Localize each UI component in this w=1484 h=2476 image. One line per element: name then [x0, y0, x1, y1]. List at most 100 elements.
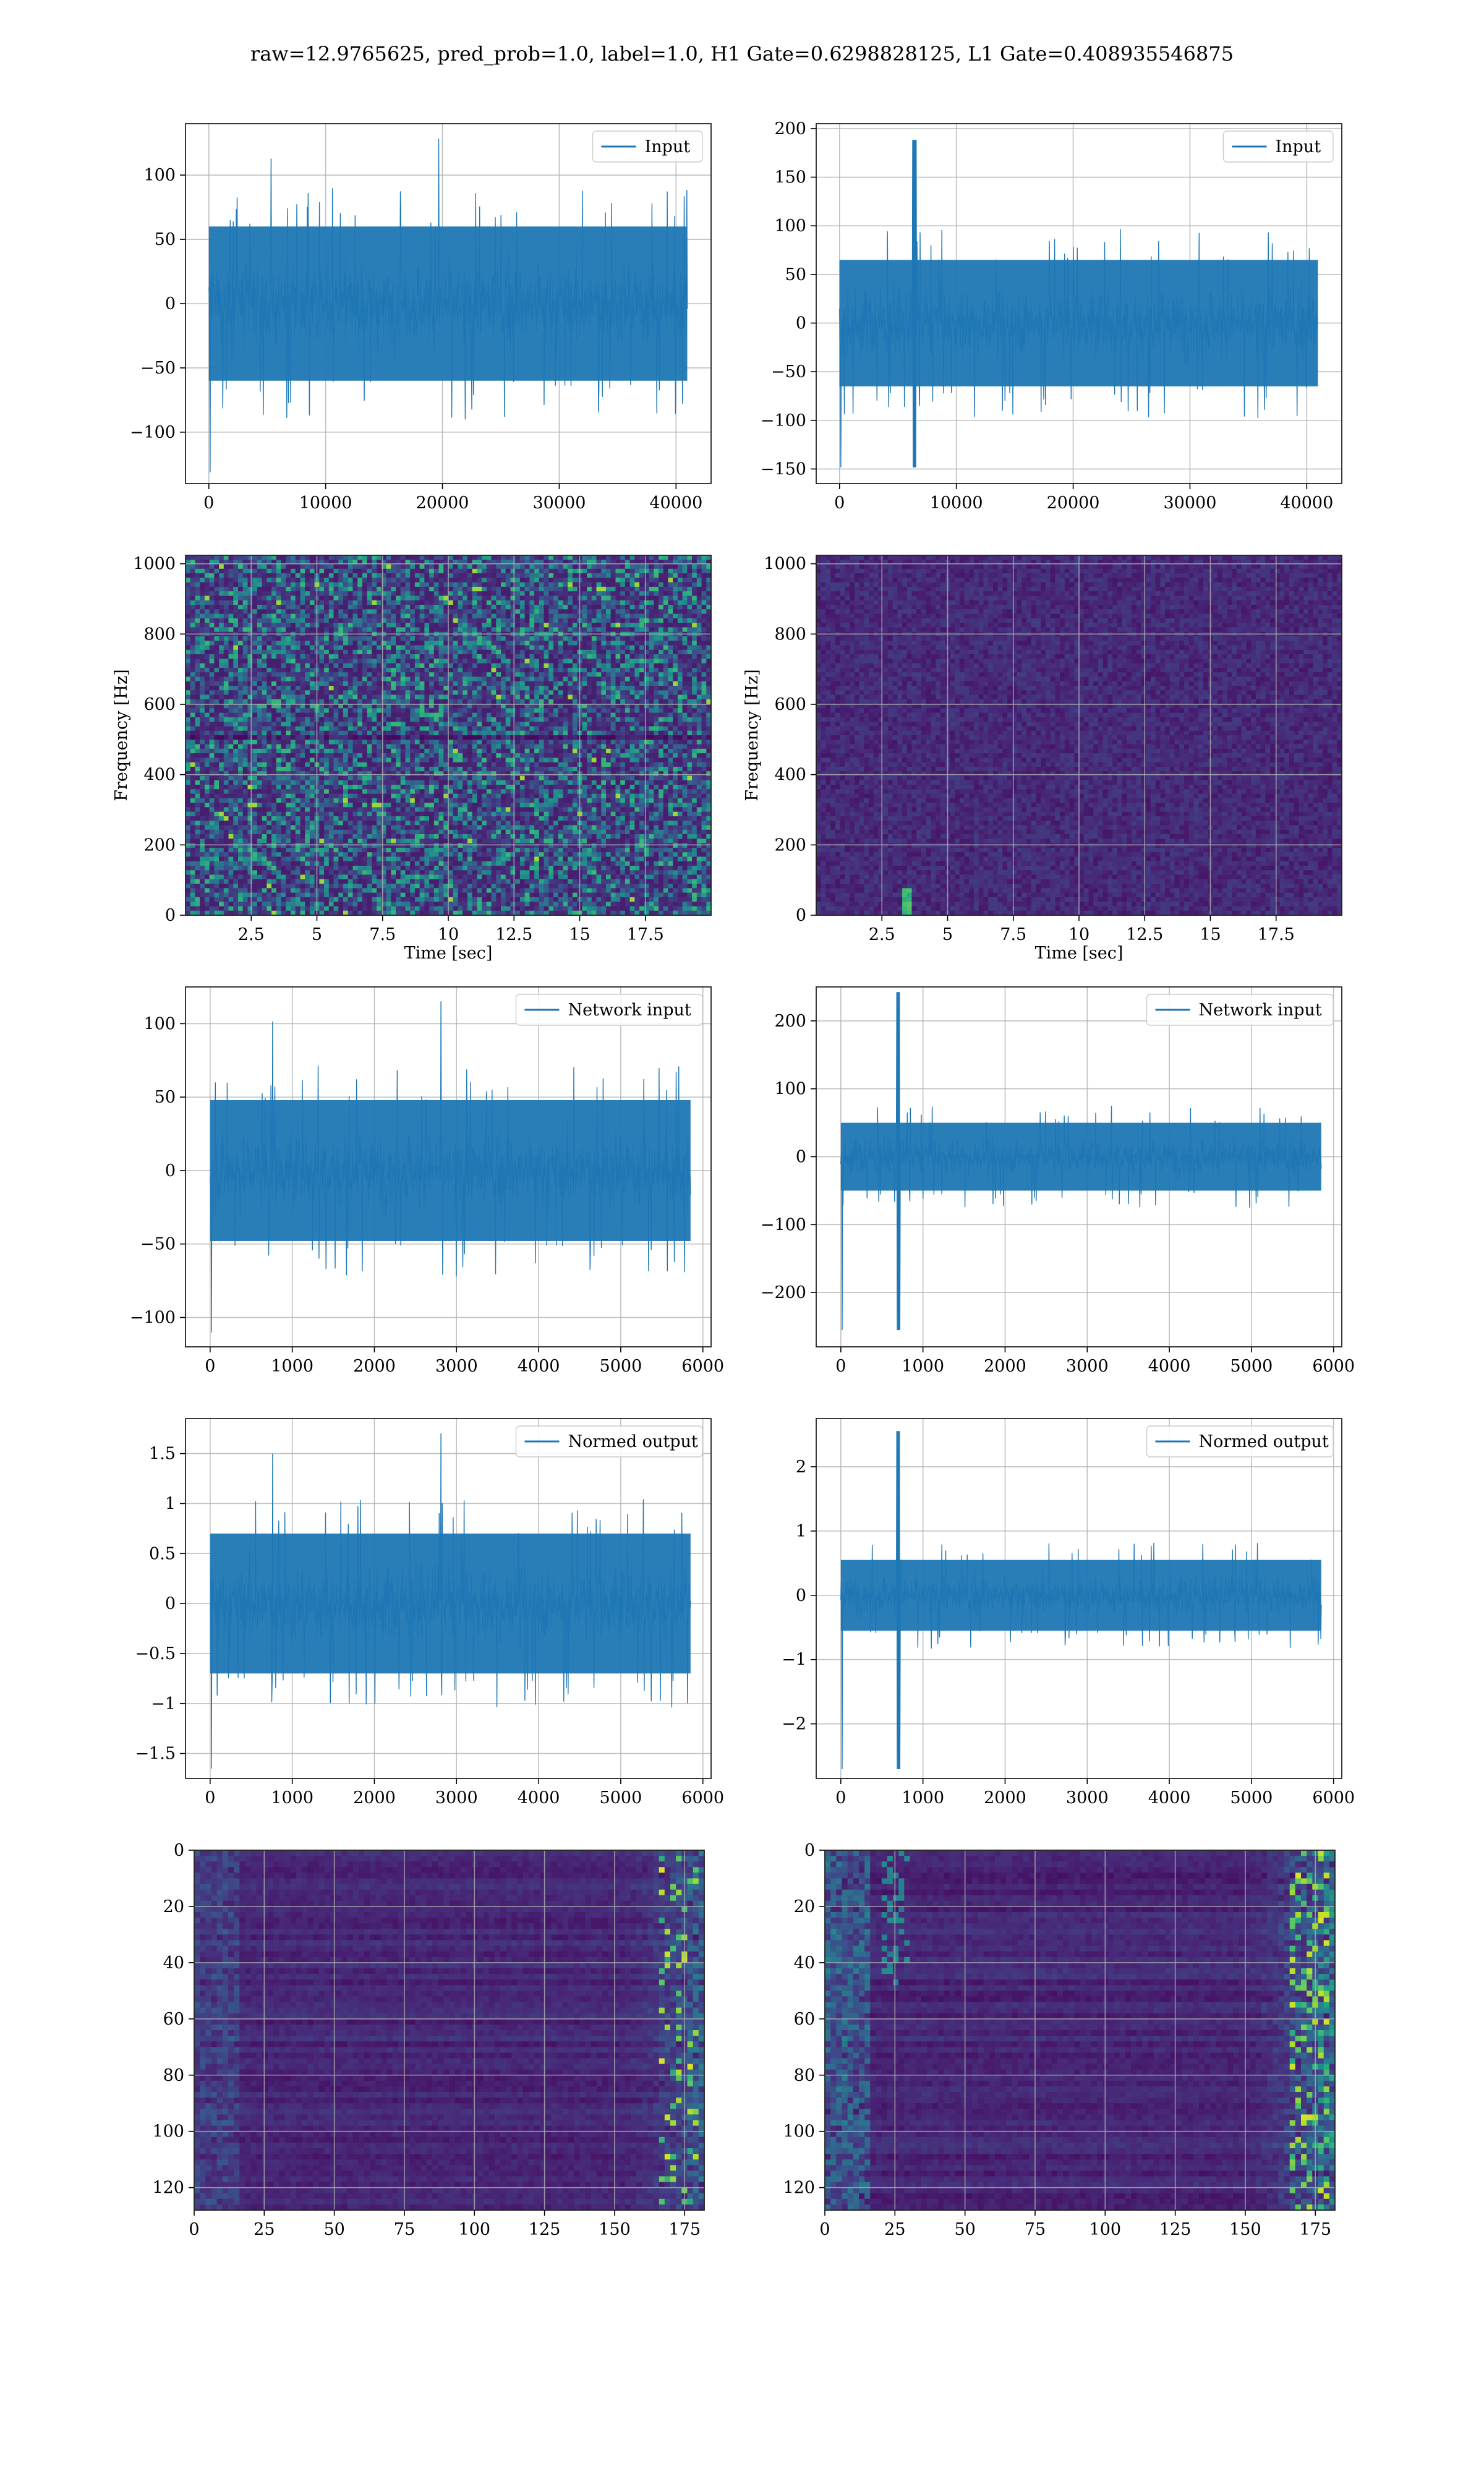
heatmap-cell	[539, 609, 544, 614]
heatmap-cell	[233, 565, 238, 570]
heatmap-cell	[214, 583, 219, 587]
heatmap-cell	[406, 614, 411, 619]
heatmap-cell	[343, 722, 348, 727]
heatmap-cell	[391, 699, 396, 704]
heatmap-cell	[702, 565, 707, 570]
heatmap-cell	[582, 713, 587, 718]
heatmap-cell	[410, 578, 415, 583]
heatmap-cell	[501, 659, 506, 664]
heatmap-cell	[420, 578, 425, 583]
heatmap-cell	[687, 591, 692, 596]
heatmap-cell	[558, 605, 563, 610]
heatmap-cell	[639, 686, 644, 691]
heatmap-cell	[601, 668, 606, 673]
heatmap-cell	[186, 677, 190, 681]
heatmap-cell	[463, 609, 467, 614]
heatmap-cell	[267, 609, 271, 614]
heatmap-cell	[697, 713, 702, 718]
heatmap-cell	[539, 578, 544, 583]
heatmap-cell	[568, 618, 573, 623]
heatmap-cell	[659, 690, 663, 695]
heatmap-cell	[683, 672, 688, 677]
heatmap-cell	[463, 681, 467, 686]
heatmap-cell	[597, 605, 602, 610]
heatmap-cell	[305, 605, 310, 610]
heatmap-cell	[257, 596, 262, 601]
heatmap-cell	[439, 686, 444, 691]
heatmap-cell	[553, 627, 558, 632]
heatmap-cell	[606, 677, 611, 681]
heatmap-cell	[592, 699, 597, 704]
heatmap-cell	[334, 587, 339, 592]
heatmap-cell	[434, 722, 439, 727]
heatmap-cell	[210, 555, 215, 560]
heatmap-cell	[262, 605, 267, 610]
heatmap-cell	[439, 596, 444, 601]
heatmap-cell	[305, 578, 310, 583]
heatmap-cell	[501, 573, 506, 578]
heatmap-cell	[515, 641, 520, 646]
heatmap-cell	[291, 569, 296, 574]
heatmap-cell	[663, 591, 668, 596]
heatmap-cell	[668, 605, 673, 610]
heatmap-cell	[458, 609, 463, 614]
heatmap-cell	[620, 573, 625, 578]
heatmap-cell	[439, 578, 444, 583]
heatmap-cell	[663, 654, 668, 659]
heatmap-cell	[424, 654, 429, 659]
heatmap-cell	[568, 686, 573, 691]
heatmap-cell	[496, 713, 501, 718]
heatmap-cell	[271, 587, 276, 592]
heatmap-cell	[659, 569, 663, 574]
heatmap-cell	[396, 717, 401, 722]
heatmap-cell	[544, 681, 549, 686]
heatmap-cell	[477, 699, 482, 704]
heatmap-cell	[329, 699, 334, 704]
heatmap-cell	[659, 623, 663, 628]
heatmap-cell	[343, 695, 348, 700]
heatmap-cell	[310, 583, 315, 587]
heatmap-cell	[529, 650, 534, 655]
heatmap-cell	[310, 717, 315, 722]
heatmap-cell	[353, 695, 358, 700]
heatmap-cell	[357, 646, 362, 651]
heatmap-cell	[511, 695, 516, 700]
heatmap-cell	[214, 623, 219, 628]
heatmap-cell	[310, 664, 315, 668]
heatmap-cell	[190, 618, 195, 623]
heatmap-cell	[267, 583, 271, 587]
heatmap-cell	[463, 677, 467, 681]
heatmap-cell	[434, 609, 439, 614]
heatmap-cell	[424, 636, 429, 641]
heatmap-cell	[286, 681, 291, 686]
y-tick-label: 100	[774, 216, 806, 236]
heatmap-cell	[697, 605, 702, 610]
heatmap-cell	[659, 573, 663, 578]
heatmap-cell	[553, 659, 558, 664]
heatmap-cell	[659, 668, 663, 673]
heatmap-cell	[248, 722, 253, 727]
heatmap-cell	[501, 596, 506, 601]
heatmap-cell	[429, 713, 434, 718]
heatmap-cell	[281, 636, 286, 641]
heatmap-cell	[601, 565, 606, 570]
heatmap-cell	[338, 727, 343, 732]
heatmap-cell	[697, 681, 702, 686]
heatmap-cell	[634, 636, 639, 641]
heatmap-cell	[702, 623, 707, 628]
heatmap-cell	[262, 708, 267, 713]
heatmap-cell	[396, 695, 401, 700]
heatmap-cell	[697, 659, 702, 664]
heatmap-cell	[372, 636, 377, 641]
heatmap-cell	[357, 654, 362, 659]
heatmap-cell	[301, 636, 305, 641]
heatmap-cell	[296, 686, 301, 691]
heatmap-cell	[386, 699, 391, 704]
heatmap-cell	[434, 587, 439, 592]
heatmap-cell	[659, 583, 663, 587]
heatmap-cell	[639, 573, 644, 578]
heatmap-cell	[372, 668, 377, 673]
heatmap-cell	[219, 650, 224, 655]
heatmap-cell	[534, 600, 539, 605]
heatmap-cell	[324, 578, 329, 583]
